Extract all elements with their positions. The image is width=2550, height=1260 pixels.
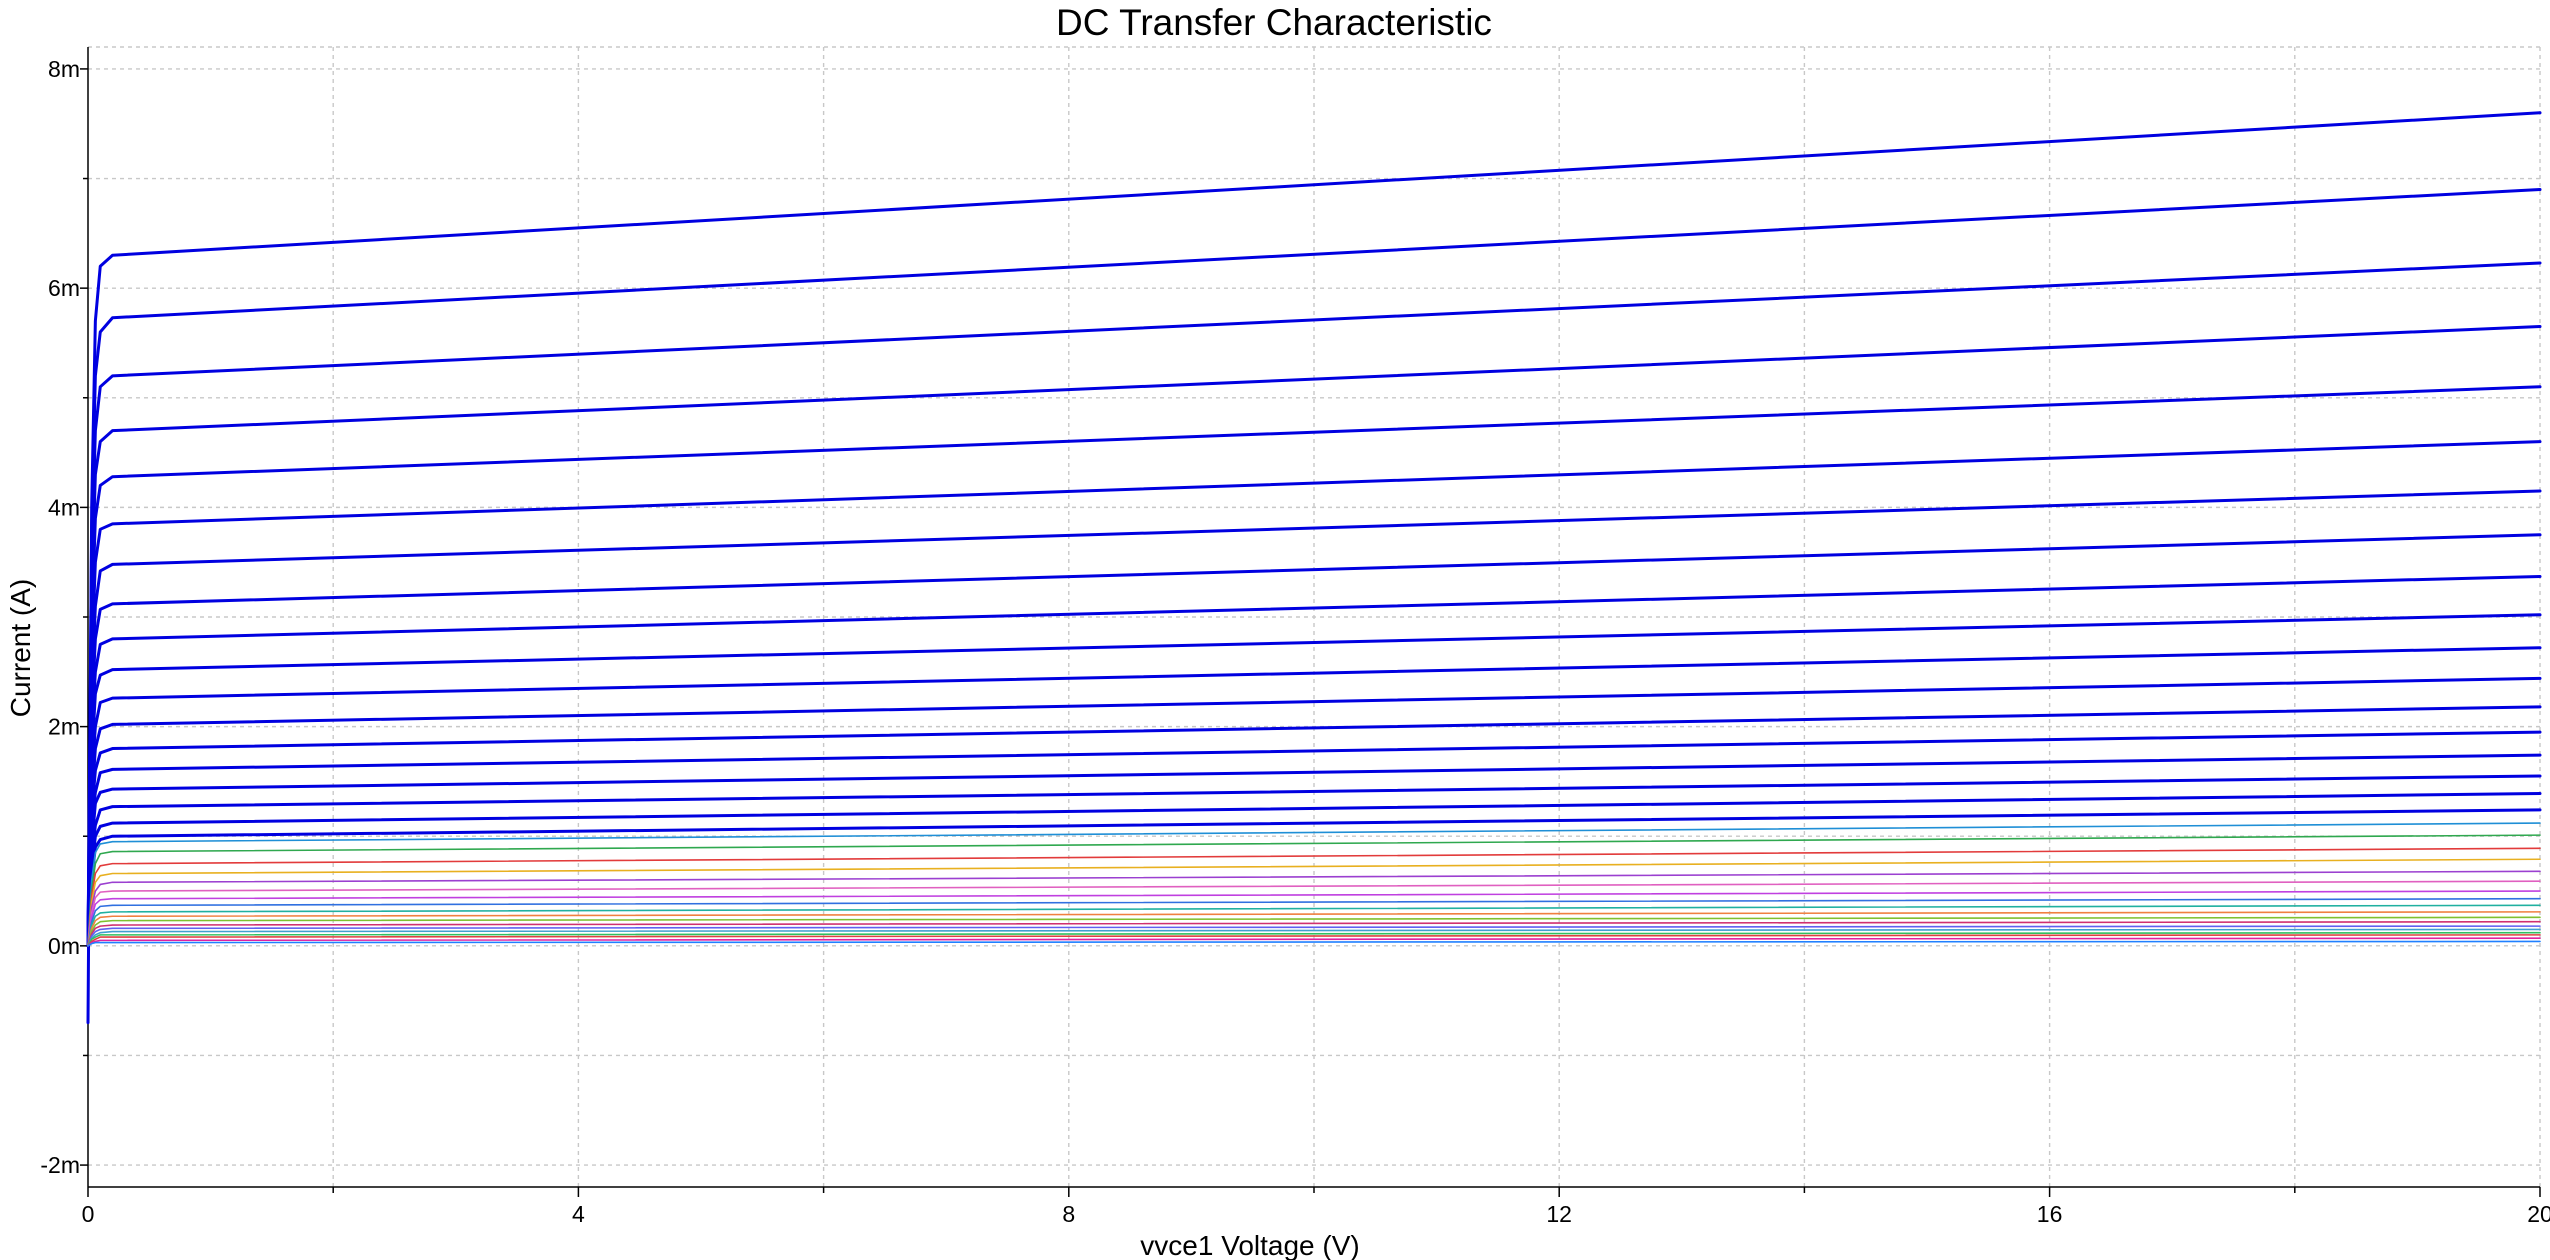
tick-labels: 0 4 8 12 16 20 -2m 0m 2m 4m 6m 8m — [40, 56, 2550, 1227]
x-tick-label: 12 — [1546, 1201, 1572, 1227]
series-line-36 — [87, 940, 2541, 947]
series-line-31 — [87, 925, 2541, 947]
grid-lines — [88, 46, 2541, 1187]
series-line-4 — [86, 325, 2542, 948]
x-tick-label: 4 — [572, 1201, 585, 1227]
y-tick-label: 4m — [48, 494, 80, 520]
x-tick-label: 16 — [2037, 1201, 2063, 1227]
series-line-8 — [86, 533, 2542, 948]
x-tick-label: 0 — [82, 1201, 95, 1227]
y-tick-label: 0m — [48, 933, 80, 959]
series-line-18 — [86, 808, 2542, 948]
y-tick-label: 6m — [48, 275, 80, 301]
x-tick-label: 20 — [2527, 1201, 2550, 1227]
y-axis-label: Current (A) — [5, 579, 36, 717]
y-tick-label: 2m — [48, 714, 80, 740]
series-line-6 — [86, 440, 2542, 948]
x-axis-label: vvce1 Voltage (V) — [1140, 1230, 1359, 1260]
chart-title: DC Transfer Characteristic — [1056, 2, 1492, 43]
series-curves — [86, 111, 2542, 1025]
y-tick-label: -2m — [40, 1152, 80, 1178]
y-tick-label: 8m — [48, 56, 80, 82]
series-line-33 — [87, 931, 2541, 947]
x-tick-label: 8 — [1062, 1201, 1075, 1227]
